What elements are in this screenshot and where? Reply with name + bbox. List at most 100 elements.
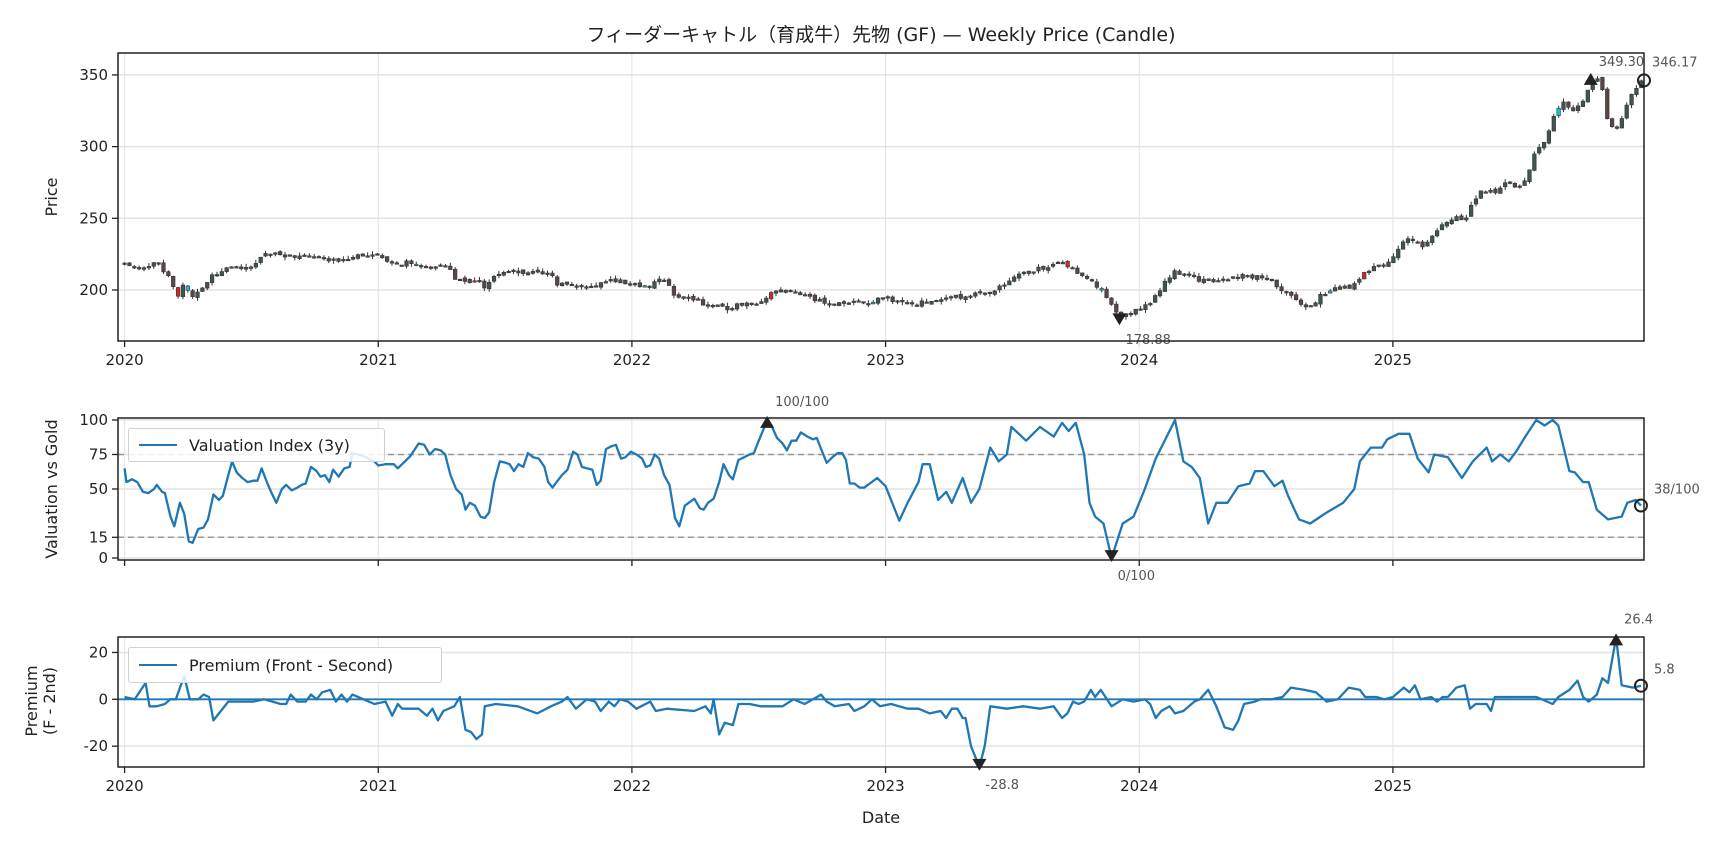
candle — [1128, 311, 1133, 317]
candle — [569, 281, 574, 287]
candle — [589, 283, 594, 289]
candle-body — [948, 296, 954, 299]
candle-body — [530, 271, 536, 274]
x-tick-label: 2023 — [866, 777, 904, 795]
candle — [477, 276, 482, 283]
candle — [618, 277, 623, 284]
candle-body — [754, 303, 759, 306]
candle — [749, 302, 754, 306]
candle — [1021, 271, 1027, 276]
candle-body — [1556, 107, 1561, 116]
candle-body — [1138, 308, 1143, 311]
candle — [764, 295, 769, 305]
candle-body — [1357, 278, 1362, 283]
candle-body — [1012, 276, 1017, 282]
candle — [1435, 228, 1440, 238]
candle-body — [1400, 241, 1406, 250]
candle-body — [171, 276, 176, 288]
candle — [652, 279, 657, 290]
candle-body — [1289, 291, 1294, 296]
candle — [1298, 297, 1304, 307]
candle-body — [1221, 278, 1226, 281]
candle — [1507, 180, 1513, 185]
candle-body — [1303, 304, 1308, 308]
candle — [1235, 273, 1240, 281]
candle — [1031, 271, 1036, 275]
candle — [1444, 221, 1449, 229]
candle-body — [657, 278, 662, 283]
candle-body — [535, 269, 540, 273]
candle — [516, 267, 521, 277]
min-marker-icon — [1104, 550, 1119, 562]
candle — [1430, 234, 1435, 246]
candle — [594, 282, 599, 288]
candle-body — [1104, 288, 1109, 298]
candle — [1357, 277, 1362, 285]
candle — [564, 281, 570, 287]
y-tick-label: -20 — [84, 737, 109, 755]
candle — [1225, 278, 1231, 282]
candle-body — [1167, 277, 1172, 283]
candle-body — [1532, 153, 1537, 171]
candle — [1308, 305, 1313, 308]
candle — [1153, 293, 1158, 303]
candle-body — [744, 302, 749, 307]
candle — [730, 306, 735, 312]
candle — [453, 266, 458, 280]
candle — [1619, 115, 1624, 129]
candle — [1454, 214, 1459, 222]
candle-body — [589, 285, 594, 289]
candle-body — [652, 281, 657, 289]
candle — [827, 300, 832, 308]
candle-body — [1085, 276, 1090, 279]
candle — [1162, 278, 1167, 292]
candle — [214, 271, 220, 277]
candle — [253, 259, 258, 270]
legend-line-swatch — [139, 444, 177, 446]
candle-body — [759, 301, 764, 304]
x-tick-label: 2024 — [1120, 351, 1158, 369]
candle-body — [219, 271, 224, 277]
candle — [1347, 284, 1352, 289]
candle — [341, 256, 346, 263]
candle-body — [623, 279, 628, 285]
candle-body — [477, 280, 482, 283]
candle — [1289, 290, 1294, 299]
candle-body — [409, 260, 414, 264]
candle-body — [1196, 276, 1202, 282]
candle — [948, 295, 954, 301]
axes-panel-2: 0 15 50 75 100 100/100 0/100 38/100 — [79, 394, 1702, 585]
last-value-label-background — [1652, 661, 1677, 679]
candle-body — [380, 255, 385, 259]
candle — [944, 294, 949, 302]
candle — [662, 278, 667, 282]
candle — [1230, 276, 1236, 280]
candle-body — [302, 254, 307, 257]
candle-body — [341, 259, 346, 262]
candle — [1143, 301, 1148, 313]
y-tick-label: 300 — [79, 138, 108, 156]
candle-body — [982, 292, 988, 295]
candle-body — [214, 274, 220, 277]
candle — [1041, 265, 1046, 272]
candle — [268, 253, 273, 258]
candle — [759, 298, 764, 304]
candle — [365, 252, 370, 258]
candle-body — [278, 251, 283, 255]
candle — [1624, 102, 1629, 120]
candle-body — [1522, 180, 1527, 186]
candle-body — [666, 279, 672, 286]
last-marker-icon — [1633, 678, 1648, 693]
candle-body — [769, 292, 774, 300]
candle — [122, 262, 127, 266]
candle — [700, 296, 706, 306]
candle-body — [1546, 130, 1552, 144]
candle — [1381, 262, 1386, 269]
candle-body — [297, 255, 302, 259]
candle — [370, 251, 375, 260]
candle-body — [1201, 278, 1206, 283]
candle — [1449, 217, 1454, 225]
candle — [457, 278, 463, 282]
candle-body — [1362, 272, 1367, 280]
candle-body — [603, 281, 608, 284]
